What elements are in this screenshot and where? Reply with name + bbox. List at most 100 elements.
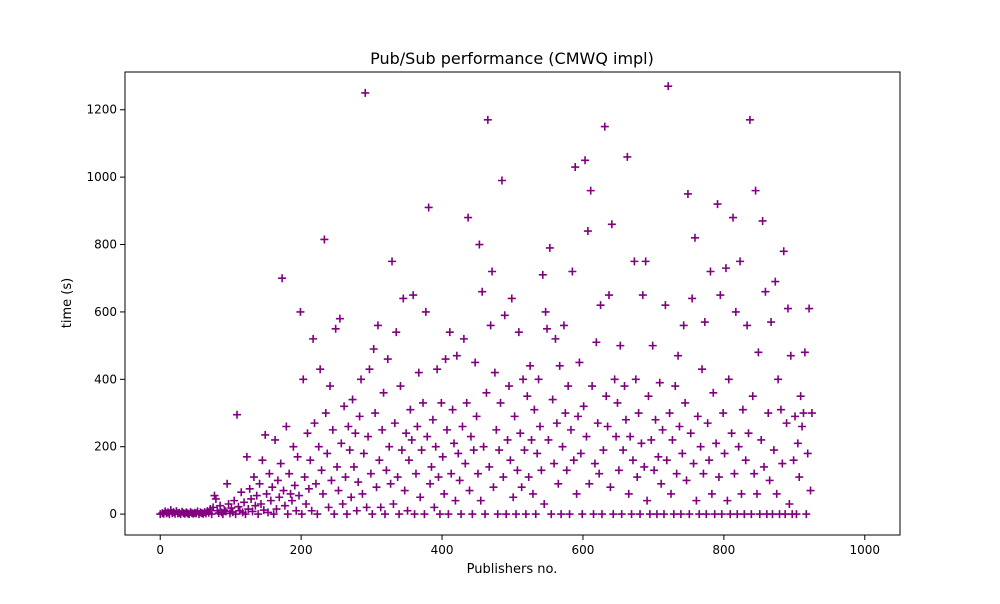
data-point [428,415,437,424]
data-point [572,489,581,498]
data-point [482,388,491,397]
data-point [409,291,418,300]
data-point [613,398,622,407]
data-point [465,486,474,495]
data-point [720,449,729,458]
data-point [410,510,419,519]
data-point [276,459,285,468]
data-point [386,479,395,488]
data-point [261,430,270,439]
data-point [256,499,265,508]
data-point [396,382,405,391]
x-axis: 0 200 400 600 800 1000 [156,535,880,557]
data-point [458,422,467,431]
data-point [414,368,423,377]
data-point [727,429,736,438]
data-point [326,382,335,391]
data-point [685,510,694,519]
data-point [647,435,656,444]
data-point [365,365,374,374]
data-point [307,506,316,515]
data-point [682,476,691,485]
data-point [626,432,635,441]
data-point [275,493,284,502]
data-point [776,405,785,414]
data-point [527,435,536,444]
data-point [328,425,337,434]
data-point [686,429,695,438]
data-point [469,446,478,455]
data-point [344,422,353,431]
data-point [341,473,350,482]
data-point [255,479,264,488]
data-point [424,203,433,212]
x-tick-label: 0 [156,543,164,557]
data-point [669,510,678,519]
data-point [791,412,800,421]
data-point [506,456,515,465]
data-point [745,115,754,124]
data-point [393,473,402,482]
data-point [621,415,630,424]
data-point [495,446,504,455]
data-point [413,422,422,431]
data-point [796,392,805,401]
data-point [283,510,292,519]
data-point [655,378,664,387]
data-point [758,216,767,225]
data-point [254,510,263,519]
data-point [364,432,373,441]
data-point [333,462,342,471]
data-point [710,510,719,519]
data-point [782,419,791,428]
data-point [269,510,278,519]
data-point [376,503,385,512]
data-point [516,429,525,438]
data-point [231,510,240,519]
data-point [273,476,282,485]
data-point [309,334,318,343]
y-axis-label: time (s) [60,278,75,328]
data-point [672,469,681,478]
data-point [581,156,590,165]
data-point [541,307,550,316]
data-point [568,267,577,276]
data-point [292,506,301,515]
data-point [247,494,256,503]
data-point [390,419,399,428]
data-point [499,473,508,482]
data-point [609,510,618,519]
data-point [559,321,568,330]
data-point [806,486,815,495]
data-point [640,462,649,471]
data-point [472,412,481,421]
data-point [592,338,601,347]
data-point [716,291,725,300]
data-point [737,489,746,498]
data-point [798,422,807,431]
data-point [220,506,229,515]
data-point [781,510,790,519]
data-point [603,422,612,431]
data-point [262,489,271,498]
data-point [659,510,668,519]
data-point [450,439,459,448]
data-point [337,439,346,448]
data-point [675,422,684,431]
data-point [268,483,277,492]
data-point [628,456,637,465]
data-point [744,429,753,438]
data-point [778,459,787,468]
data-point [665,409,674,418]
data-point [683,189,692,198]
data-point [313,510,322,519]
data-point [509,493,518,502]
data-point [643,496,652,505]
data-point [483,115,492,124]
data-point [661,301,670,310]
data-point [588,382,597,391]
data-point [311,479,320,488]
data-point [620,382,629,391]
y-tick-label: 600 [94,305,117,319]
